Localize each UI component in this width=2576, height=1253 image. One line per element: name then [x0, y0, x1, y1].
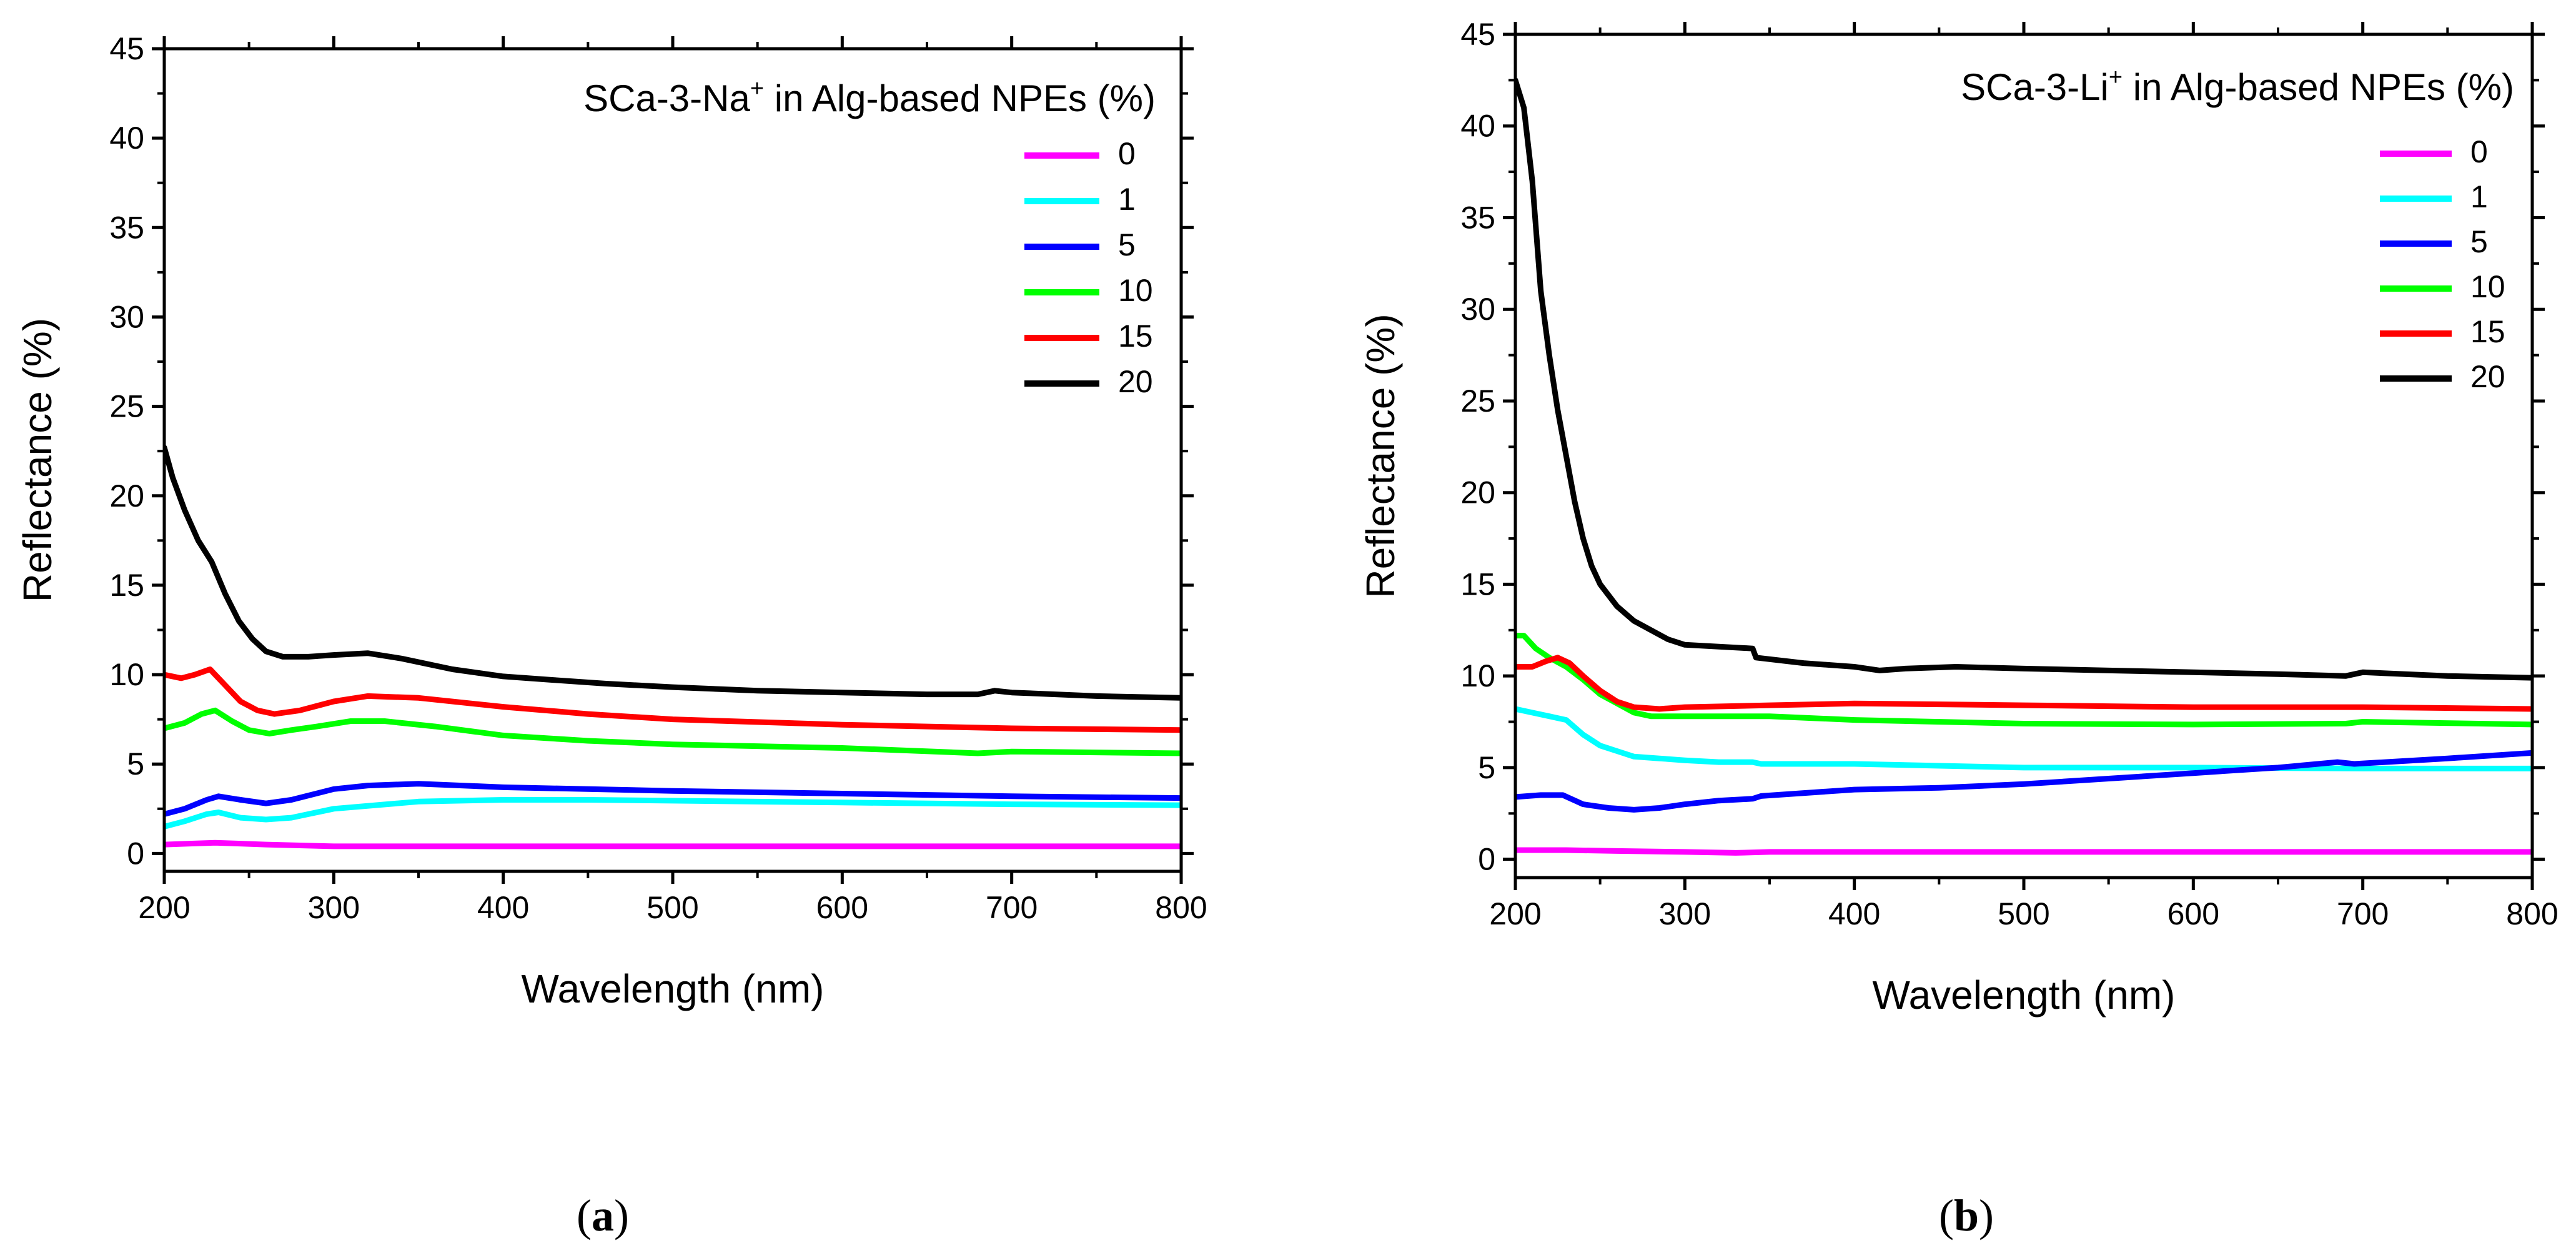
x-tick-label: 300 — [308, 890, 360, 925]
y-tick-label: 25 — [1460, 384, 1495, 418]
chart-title-superscript: + — [2109, 64, 2123, 91]
legend-label-0: 0 — [2470, 134, 2488, 169]
legend-label-1: 1 — [2470, 179, 2488, 214]
panel-label-open: ( — [577, 1191, 592, 1241]
panel-label-close: ) — [1979, 1191, 1994, 1241]
chart-title-superscript: + — [750, 76, 764, 102]
y-tick-label: 15 — [1460, 567, 1495, 602]
series-line-5 — [1515, 750, 2532, 813]
series-line-15 — [164, 666, 1181, 733]
y-tick-label: 20 — [109, 478, 144, 513]
x-tick-label: 200 — [138, 890, 190, 925]
y-tick-label: 30 — [109, 299, 144, 334]
chart-panel-b: 200 300 400 500 600 700 800051015202530354045W… — [1358, 17, 2559, 1241]
x-axis-title: Wavelength (nm) — [1873, 973, 2176, 1018]
chart-title-main: SCa-3-Na — [583, 77, 750, 119]
y-tick-label: 10 — [1460, 658, 1495, 693]
legend-label-20: 20 — [1118, 364, 1153, 399]
series-line-20 — [1515, 77, 2532, 681]
series-lines — [164, 445, 1181, 849]
x-tick-label: 400 — [1828, 896, 1880, 931]
x-tick-label: 800 — [1155, 890, 1207, 925]
panel-label: (a) — [577, 1191, 629, 1241]
series-lines — [1515, 77, 2532, 856]
series-line-0 — [164, 839, 1181, 849]
series-line-15 — [1515, 655, 2532, 712]
panel-label: (b) — [1939, 1191, 1994, 1241]
y-tick-label: 10 — [109, 657, 144, 692]
chart-title-suffix: in Alg-based NPEs (%) — [2123, 66, 2514, 108]
legend-label-15: 15 — [2470, 314, 2505, 349]
y-tick-label: 35 — [1460, 200, 1495, 235]
x-tick-label: 600 — [816, 890, 868, 925]
x-tick-label: 700 — [986, 890, 1038, 925]
x-tick-label: 500 — [1998, 896, 2049, 931]
series-line-5 — [164, 781, 1181, 817]
y-tick-label: 15 — [109, 568, 144, 603]
x-tick-label: 300 — [1659, 896, 1711, 931]
legend-label-15: 15 — [1118, 319, 1153, 354]
legend-label-5: 5 — [1118, 227, 1136, 262]
legend-label-20: 20 — [2470, 359, 2505, 394]
chart-title: SCa-3-Na+ in Alg-based NPEs (%) — [583, 76, 1156, 119]
series-line-20 — [164, 445, 1181, 701]
y-tick-label: 35 — [109, 210, 144, 245]
x-tick-label: 200 — [1489, 896, 1541, 931]
y-tick-label: 30 — [1460, 292, 1495, 327]
y-tick-label: 20 — [1460, 475, 1495, 510]
chart-panel-a: 200 300 400 500 600 700 800051015202530354045W… — [15, 31, 1207, 1241]
y-tick-label: 0 — [1478, 842, 1495, 877]
legend-label-1: 1 — [1118, 182, 1136, 217]
y-tick-label: 45 — [109, 31, 144, 66]
y-tick-label: 25 — [109, 389, 144, 424]
y-tick-label: 45 — [1460, 17, 1495, 52]
chart-title-suffix: in Alg-based NPEs (%) — [764, 77, 1156, 119]
y-axis-title: Reflectance (%) — [1358, 314, 1403, 598]
series-line-10 — [164, 707, 1181, 756]
legend-label-0: 0 — [1118, 136, 1136, 171]
x-tick-label: 700 — [2337, 896, 2389, 931]
y-axis-title: Reflectance (%) — [15, 318, 60, 602]
legend-label-10: 10 — [2470, 269, 2505, 304]
panel-label-letter: b — [1954, 1191, 1979, 1241]
series-line-0 — [1515, 847, 2532, 856]
y-tick-label: 40 — [1460, 109, 1495, 144]
chart-title: SCa-3-Li+ in Alg-based NPEs (%) — [1961, 64, 2514, 108]
panel-label-open: ( — [1939, 1191, 1954, 1241]
y-tick-label: 40 — [109, 121, 144, 156]
series-line-1 — [164, 797, 1181, 830]
y-tick-label: 0 — [127, 836, 144, 871]
panel-label-letter: a — [592, 1191, 614, 1241]
x-tick-label: 500 — [646, 890, 698, 925]
legend-label-10: 10 — [1118, 273, 1153, 308]
x-tick-label: 600 — [2167, 896, 2219, 931]
x-axis-title: Wavelength (nm) — [522, 966, 825, 1011]
series-line-1 — [1515, 706, 2532, 771]
y-tick-label: 5 — [1478, 750, 1495, 785]
panel-label-close: ) — [614, 1191, 629, 1241]
legend-label-5: 5 — [2470, 224, 2488, 259]
x-tick-label: 800 — [2506, 896, 2558, 931]
y-tick-label: 5 — [127, 746, 144, 781]
chart-title-main: SCa-3-Li — [1961, 66, 2109, 108]
series-line-10 — [1515, 633, 2532, 728]
x-tick-label: 400 — [477, 890, 529, 925]
